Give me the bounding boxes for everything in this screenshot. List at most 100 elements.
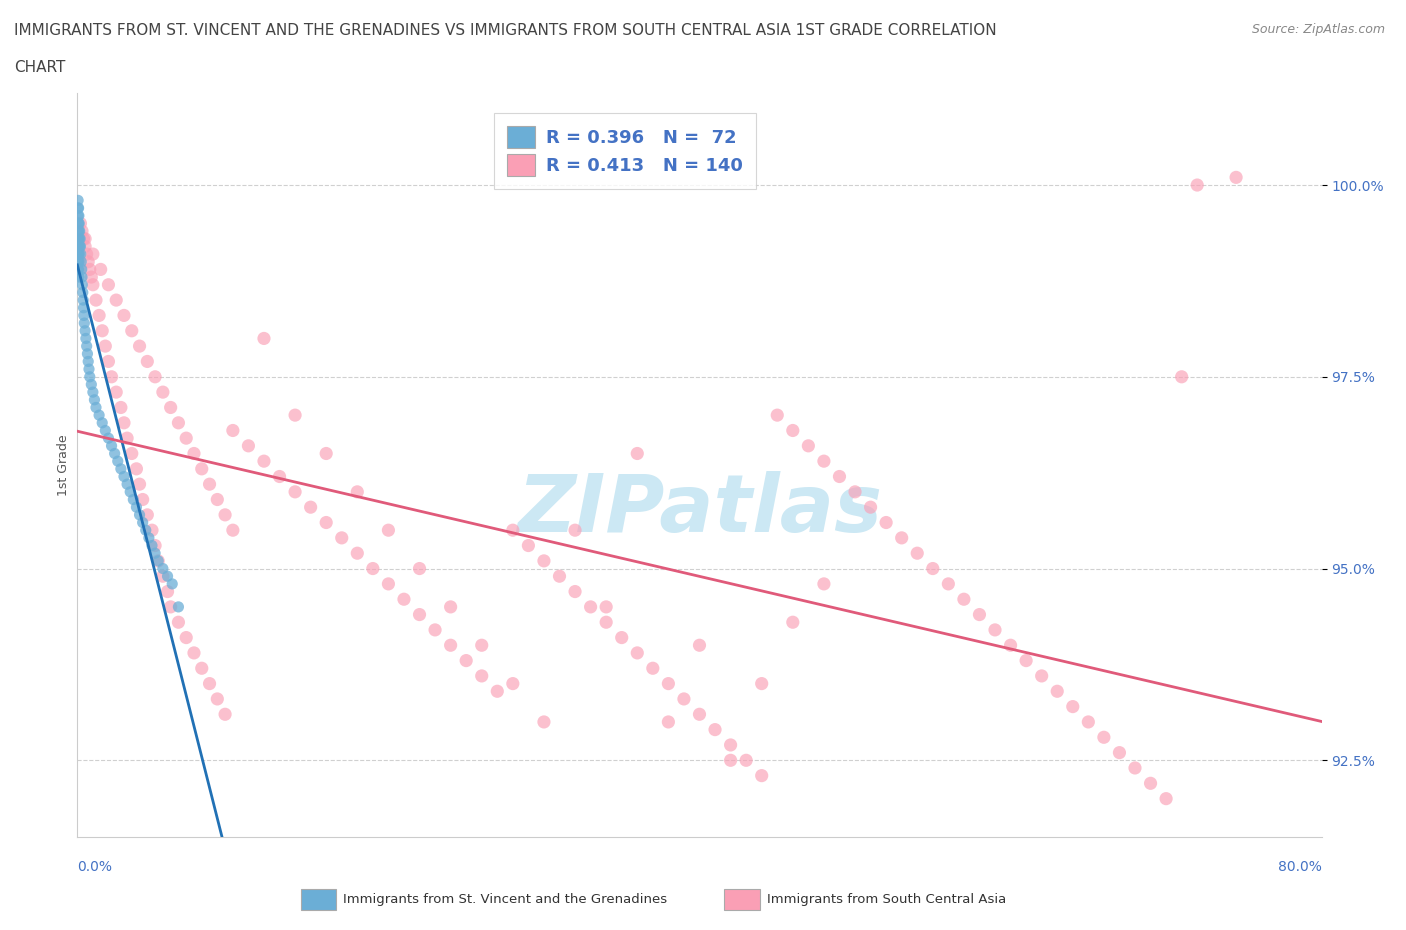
Point	[67, 239, 90, 254]
Point	[392, 591, 415, 606]
Point	[125, 461, 148, 476]
Point	[105, 293, 128, 308]
Point	[890, 530, 912, 545]
Point	[152, 569, 174, 584]
Point	[214, 707, 236, 722]
Point	[905, 546, 928, 561]
Point	[969, 607, 991, 622]
Point	[94, 423, 117, 438]
Point	[72, 293, 94, 308]
Point	[97, 354, 120, 369]
Point	[128, 477, 150, 492]
Point	[122, 492, 145, 507]
Point	[238, 438, 260, 453]
Point	[253, 454, 276, 469]
Point	[938, 577, 960, 591]
Point	[131, 515, 153, 530]
Point	[104, 446, 127, 461]
Point	[143, 538, 166, 553]
Legend: R = 0.396   N =  72, R = 0.413   N = 140: R = 0.396 N = 72, R = 0.413 N = 140	[494, 113, 756, 189]
Point	[720, 753, 742, 768]
Point	[69, 246, 91, 261]
Point	[533, 714, 555, 729]
Point	[517, 538, 540, 553]
Text: 0.0%: 0.0%	[77, 859, 112, 874]
Point	[70, 270, 93, 285]
Point	[67, 232, 90, 246]
Point	[689, 638, 711, 653]
Point	[141, 523, 163, 538]
Point	[315, 515, 337, 530]
Point	[595, 615, 617, 630]
Point	[159, 400, 181, 415]
Point	[128, 508, 150, 523]
Point	[67, 254, 90, 269]
Point	[502, 676, 524, 691]
Point	[1092, 730, 1115, 745]
Point	[90, 262, 112, 277]
Point	[299, 499, 322, 514]
Point	[77, 362, 100, 377]
Point	[100, 438, 122, 453]
Point	[471, 638, 494, 653]
Point	[77, 354, 100, 369]
Point	[1046, 684, 1069, 698]
Point	[67, 262, 90, 277]
Point	[689, 707, 711, 722]
Point	[67, 246, 90, 261]
Point	[91, 324, 114, 339]
Point	[152, 385, 174, 400]
Point	[100, 369, 122, 384]
Point	[222, 523, 245, 538]
Point	[875, 515, 897, 530]
Point	[751, 768, 773, 783]
Point	[69, 232, 91, 246]
Point	[97, 277, 120, 292]
Point	[67, 216, 90, 231]
Point	[82, 277, 104, 292]
Point	[222, 423, 245, 438]
Point	[125, 499, 148, 514]
Point	[471, 669, 494, 684]
Point	[70, 262, 93, 277]
Point	[73, 315, 96, 330]
Point	[135, 523, 157, 538]
Point	[76, 246, 98, 261]
Point	[1123, 761, 1146, 776]
Point	[1187, 178, 1209, 193]
Point	[159, 600, 181, 615]
Point	[198, 477, 221, 492]
Point	[1062, 699, 1084, 714]
Point	[657, 676, 679, 691]
Point	[183, 446, 205, 461]
Point	[1225, 170, 1247, 185]
Text: Immigrants from St. Vincent and the Grenadines: Immigrants from St. Vincent and the Gren…	[343, 893, 668, 906]
Point	[253, 331, 276, 346]
Point	[751, 676, 773, 691]
Text: 80.0%: 80.0%	[1278, 859, 1322, 874]
Point	[408, 607, 430, 622]
Point	[361, 561, 384, 576]
Point	[1139, 776, 1161, 790]
Point	[1108, 745, 1130, 760]
Point	[269, 469, 291, 484]
Point	[148, 553, 170, 568]
Point	[148, 553, 170, 568]
Point	[859, 499, 882, 514]
Point	[548, 569, 571, 584]
Point	[67, 208, 90, 223]
Point	[720, 737, 742, 752]
Point	[138, 530, 160, 545]
Point	[115, 477, 138, 492]
Point	[672, 692, 695, 707]
Point	[136, 508, 159, 523]
Point	[67, 270, 90, 285]
Point	[610, 631, 633, 645]
Point	[69, 223, 91, 238]
Point	[77, 254, 100, 269]
Point	[626, 446, 648, 461]
Point	[76, 346, 98, 361]
Point	[143, 546, 166, 561]
Point	[346, 546, 368, 561]
Point	[284, 485, 307, 499]
